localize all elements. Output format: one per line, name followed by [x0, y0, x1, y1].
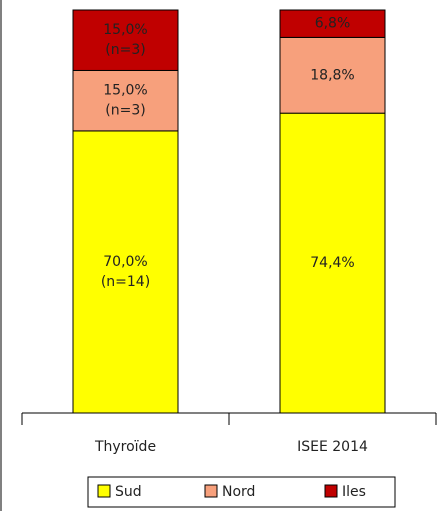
value-label-line: 15,0% — [103, 83, 147, 99]
legend-box — [87, 476, 396, 508]
legend-label: Sud — [115, 484, 142, 500]
bar-segment — [279, 36, 386, 114]
value-label-line: (n=3) — [105, 103, 145, 119]
bar-segment — [72, 69, 179, 132]
legend-label: Nord — [222, 484, 255, 500]
bar-segment — [279, 9, 386, 38]
value-label: 15,0% (n=3) — [103, 83, 147, 119]
value-label-line: (n=14) — [101, 274, 150, 290]
legend-swatch — [97, 484, 111, 498]
bar-segment — [72, 130, 179, 414]
bar-segment — [279, 112, 386, 414]
x-tick-label: Thyroïde — [94, 439, 156, 455]
value-label-line: 74,4% — [310, 255, 354, 271]
value-label-line: (n=3) — [105, 42, 145, 58]
value-label: 6,8% — [315, 16, 351, 32]
value-label: 18,8% — [310, 67, 354, 83]
value-label-line: 18,8% — [310, 67, 354, 83]
legend-label: Iles — [342, 484, 366, 500]
legend-swatch — [204, 484, 218, 498]
value-label-line: 6,8% — [315, 16, 351, 32]
value-label: 15,0% (n=3) — [103, 22, 147, 58]
value-label-line: 15,0% — [103, 22, 147, 38]
value-label-line: 70,0% — [103, 254, 147, 270]
legend-swatch — [324, 484, 338, 498]
value-label: 70,0% (n=14) — [101, 254, 150, 290]
value-label: 74,4% — [310, 255, 354, 271]
bar-segment — [72, 9, 179, 71]
x-tick-label: ISEE 2014 — [297, 439, 368, 455]
